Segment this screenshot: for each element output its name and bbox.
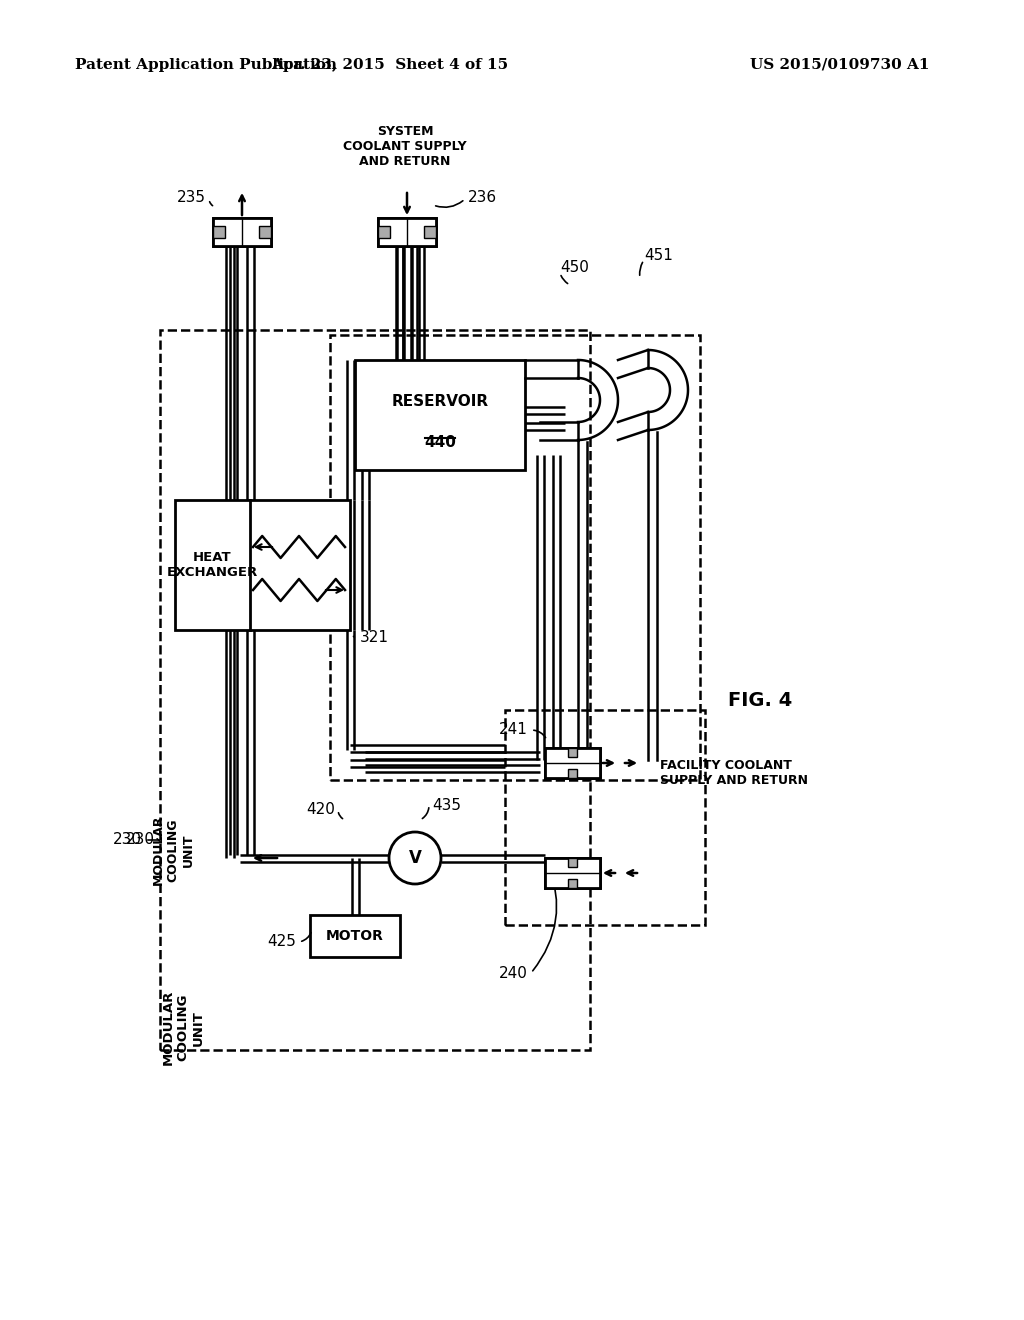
Bar [568,858,577,867]
Text: Apr. 23, 2015  Sheet 4 of 15: Apr. 23, 2015 Sheet 4 of 15 [271,58,509,73]
Bar [378,227,389,238]
Text: US 2015/0109730 A1: US 2015/0109730 A1 [750,58,930,73]
Bar [568,879,577,888]
Bar [310,915,400,957]
Bar [259,227,271,238]
Text: 321: 321 [360,631,389,645]
Text: FIG. 4: FIG. 4 [728,690,793,710]
Text: 425: 425 [267,935,296,949]
Bar [424,227,436,238]
Bar [568,748,577,756]
Text: 235: 235 [177,190,206,205]
Text: FACILITY COOLANT
SUPPLY AND RETURN: FACILITY COOLANT SUPPLY AND RETURN [660,759,808,787]
Text: MOTOR: MOTOR [326,929,384,942]
Text: 230: 230 [126,833,155,847]
Text: 230: 230 [113,833,142,847]
Bar [213,218,271,246]
Text: 420: 420 [306,803,335,817]
Text: 241: 241 [499,722,528,738]
Bar [175,500,350,630]
Text: 451: 451 [644,248,673,263]
Bar [213,218,271,246]
Bar [213,227,224,238]
Text: RESERVOIR: RESERVOIR [391,395,488,409]
Bar [330,335,700,780]
Bar [545,858,600,888]
Bar [505,710,705,925]
Text: HEAT
EXCHANGER: HEAT EXCHANGER [166,550,258,579]
Text: 440: 440 [424,436,456,450]
Bar [545,748,600,777]
Text: MODULAR
COOLING
UNIT: MODULAR COOLING UNIT [162,990,205,1065]
Bar [545,858,600,888]
Bar [378,218,436,246]
Text: 450: 450 [560,260,589,276]
Text: 236: 236 [468,190,497,205]
Text: 435: 435 [432,797,461,813]
Text: Patent Application Publication: Patent Application Publication [75,58,337,73]
Bar [378,218,436,246]
Text: 240: 240 [499,965,528,981]
Bar [355,360,525,470]
Text: SYSTEM
COOLANT SUPPLY
AND RETURN: SYSTEM COOLANT SUPPLY AND RETURN [343,125,467,168]
Bar [568,770,577,777]
Bar [545,748,600,777]
Bar [160,330,590,1049]
Text: MODULAR
COOLING
UNIT: MODULAR COOLING UNIT [152,814,195,886]
Text: V: V [409,849,422,867]
